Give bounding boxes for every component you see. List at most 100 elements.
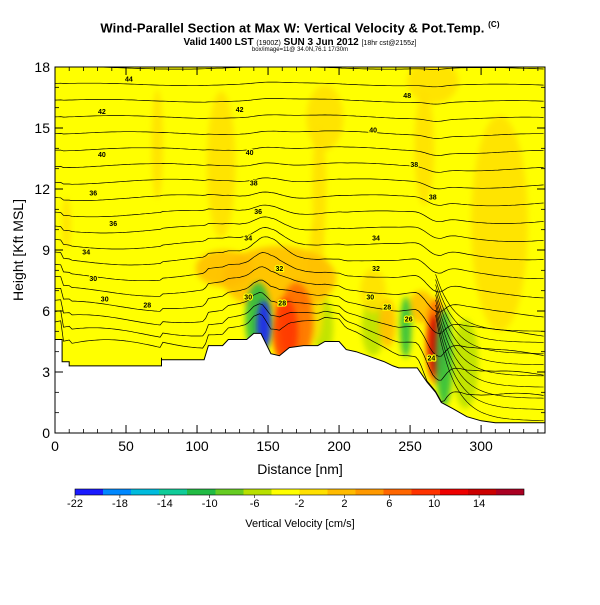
colorbar-tick-label: 6 [386, 498, 392, 510]
isentrope-label: 38 [410, 162, 418, 169]
isentrope-label: 34 [82, 250, 90, 257]
isentrope-line [55, 292, 544, 357]
y-tick-label: 12 [34, 181, 50, 197]
isentrope-line [435, 289, 544, 365]
isentrope-line [435, 284, 544, 354]
isentrope-label: 38 [250, 180, 258, 187]
terrain-profile [55, 332, 545, 433]
isentrope-label: 32 [276, 266, 284, 273]
isentrope-lines [55, 67, 544, 421]
isentrope-label: 30 [101, 296, 109, 303]
downdraft-region [207, 91, 236, 238]
isentrope-label: 30 [366, 294, 374, 301]
colorbar-tick-label: 10 [428, 498, 440, 510]
plot-area: 44 48 42 42 40 40 40 38 38 36 38 36 36 34 34 34 32 32 30 30… [55, 67, 545, 433]
x-tick-label: 100 [185, 438, 209, 454]
downdraft-region [62, 197, 71, 251]
isentrope-line [55, 98, 544, 105]
downdraft-region [151, 89, 163, 200]
isentrope-line [55, 130, 544, 139]
downdraft-region [360, 268, 386, 314]
isentrope-line [55, 227, 544, 261]
title-text: Wind-Parallel Section at Max W: Vertical… [100, 20, 485, 36]
downdraft-region [407, 67, 459, 104]
colorbar-tick-label: -6 [250, 498, 260, 510]
downdraft-region [452, 319, 479, 409]
x-tick-label: 0 [51, 438, 59, 454]
isentrope-line [435, 309, 544, 410]
y-tick-label: 15 [34, 120, 50, 136]
y-tick-label: 0 [42, 425, 50, 441]
isentrope-label: 28 [278, 300, 286, 307]
isentrope-label: 36 [89, 191, 97, 198]
colorbar-title: Vertical Velocity [cm/s] [245, 518, 354, 530]
x-tick-label: 50 [118, 438, 134, 454]
y-tick-label: 18 [34, 59, 50, 75]
colorbar-ticks: -22 -18 -14 -10 -6 -2 2 6 10 14 [67, 495, 485, 510]
isentrope-line [55, 313, 544, 402]
isentrope-label: 44 [125, 77, 133, 84]
isentrope-label: 48 [403, 93, 411, 100]
isentrope-label: 24 [428, 355, 436, 362]
x-tick-label: 250 [398, 438, 422, 454]
downdraft-region [414, 91, 435, 206]
isentrope-line [55, 191, 544, 207]
y-tick-label: 6 [42, 303, 50, 319]
isentrope-label: 34 [244, 235, 252, 242]
isentrope-line [55, 114, 544, 122]
isentrope-line [55, 216, 544, 242]
downdraft-region [306, 85, 344, 151]
isentrope-label: 30 [89, 276, 97, 283]
colorbar-tick-label: -10 [202, 498, 218, 510]
isentrope-line [435, 315, 544, 421]
forecast-info: [18hr cst@2155z] [361, 40, 417, 47]
x-axis: 0 50 100 150 200 250 300 [51, 67, 539, 454]
valid-date: SUN 3 Jun 2012 [283, 37, 359, 48]
colorbar-tick-label: -2 [295, 498, 305, 510]
isentrope-line [55, 162, 544, 173]
colorbar: -22 -18 -14 -10 -6 -2 2 6 10 14 Vertical Velocity… [67, 488, 525, 530]
sub-info-line: box/image=11@ 34.0N,76.1 17/30m [251, 47, 349, 53]
colorbar-tick-label: -14 [157, 498, 173, 510]
x-tick-label: 300 [469, 438, 493, 454]
colorbar-tick-label: -22 [67, 498, 83, 510]
isentrope-label: 42 [236, 107, 244, 114]
colorbar-tick-label: -18 [112, 498, 128, 510]
isentrope-label: 36 [109, 221, 117, 228]
isentrope-line [435, 274, 544, 332]
valid-time-utc: (1900Z) [256, 40, 281, 47]
isentrope-line [55, 279, 544, 337]
isentrope-label: 32 [372, 266, 380, 273]
colorbar-gradient [75, 489, 524, 495]
x-axis-label: Distance [nm] [257, 461, 343, 477]
valid-time: Valid 1400 LST [183, 37, 254, 48]
isentrope-line [435, 294, 544, 377]
isentrope-label: 36 [254, 209, 262, 216]
isentrope-line [55, 204, 544, 224]
isentrope-label: 28 [143, 302, 151, 309]
isentrope-line [55, 67, 544, 70]
isentrope-labels: 44 48 42 42 40 40 40 38 38 36 38 36 36 34 34 34 32 32 30 30… [81, 76, 438, 364]
y-tick-label: 9 [42, 242, 50, 258]
isentrope-line [55, 303, 544, 381]
isentrope-label: 40 [98, 152, 106, 159]
y-axis-label: Height [Kft MSL] [10, 199, 26, 301]
copyright-mark: (C) [488, 20, 500, 29]
isentrope-label: 40 [369, 128, 377, 135]
x-tick-label: 150 [256, 438, 280, 454]
updraft-region [378, 298, 396, 348]
y-tick-label: 3 [42, 364, 50, 380]
updraft-region [408, 290, 435, 324]
isentrope-line [55, 236, 544, 280]
isentrope-label: 38 [429, 195, 437, 202]
chart-title: Wind-Parallel Section at Max W: Vertical… [0, 20, 600, 35]
isentrope-label: 30 [244, 294, 252, 301]
isentrope-label: 34 [372, 235, 380, 242]
valid-time-line: Valid 1400 LST (1900Z) SUN 3 Jun 2012 [1… [0, 37, 600, 48]
isentrope-label: 42 [98, 109, 106, 116]
isentrope-label: 26 [405, 317, 413, 324]
isentrope-line [435, 299, 544, 388]
